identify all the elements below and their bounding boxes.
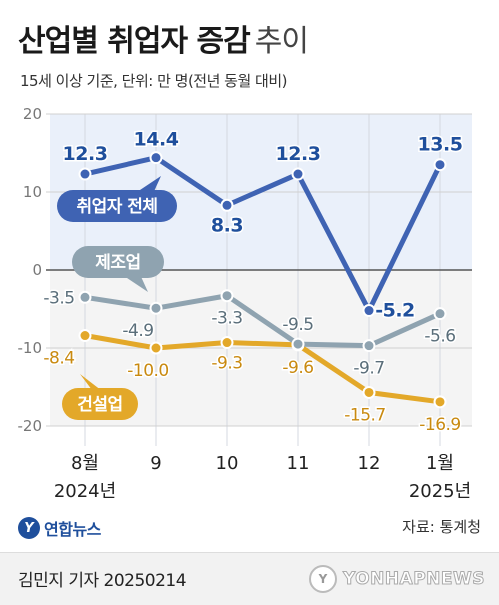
legend-box-manufacturing <box>72 246 164 278</box>
data-point-manufacturing <box>220 289 234 303</box>
x-year-label: 2025년 <box>409 481 471 502</box>
data-point-construction <box>78 329 92 343</box>
data-label-total: 13.5 <box>418 134 463 156</box>
source-note: 자료: 통계청 <box>402 518 481 536</box>
data-label-manufacturing: -3.3 <box>211 309 242 329</box>
watermark: Y YONHAPNEWS <box>308 565 485 593</box>
data-label-total: -5.2 <box>375 300 415 322</box>
logo-text: 연합뉴스 <box>44 520 101 539</box>
data-point-manufacturing <box>433 307 447 321</box>
y-tick-label: 20 <box>23 105 42 123</box>
legend-label-total: 취업자 전체 <box>76 196 157 217</box>
data-point-construction <box>149 341 163 355</box>
legend-label-construction: 건설업 <box>77 395 122 415</box>
legend-label-manufacturing: 제조업 <box>95 253 140 273</box>
y-tick-label: 0 <box>32 261 42 279</box>
data-label-manufacturing: -4.9 <box>122 321 153 341</box>
data-point-total <box>149 151 163 165</box>
x-tick-label: 8월 <box>71 453 99 474</box>
data-label-construction: -8.4 <box>43 349 74 369</box>
data-label-construction: -9.6 <box>282 358 313 378</box>
footer-bar <box>0 552 499 605</box>
series-line-construction <box>82 333 443 405</box>
data-label-total: 12.3 <box>276 143 321 165</box>
legend-pointer-total <box>137 176 161 198</box>
line-chart: 20 10 0 -10 -20 8월 2024년 9 10 11 12 1월 2025년 -8.4 -10.… <box>18 105 472 502</box>
data-label-construction: -15.7 <box>344 405 386 425</box>
data-point-construction <box>362 385 376 399</box>
legend-box-total <box>57 190 177 222</box>
data-point-total <box>78 167 92 181</box>
y-tick-label: -10 <box>18 339 43 357</box>
data-point-total <box>433 158 447 172</box>
watermark-icon: Y <box>308 565 337 593</box>
data-point-manufacturing <box>78 290 92 304</box>
data-label-total: 12.3 <box>63 143 108 165</box>
x-tick-label: 11 <box>287 453 310 474</box>
data-label-manufacturing: -3.5 <box>43 288 74 308</box>
x-tick-label: 10 <box>216 453 239 474</box>
x-tick-label: 9 <box>150 453 161 474</box>
x-year-label: 2024년 <box>54 481 116 502</box>
byline: 김민지 기자 20250214 <box>18 571 187 591</box>
title-suffix: 추이 <box>254 24 309 59</box>
data-point-manufacturing <box>362 339 376 353</box>
data-point-total <box>291 167 305 181</box>
legend-pointer-construction <box>80 374 106 394</box>
title-main: 산업별 취업자 증감 <box>18 24 251 59</box>
chart-subtitle: 15세 이상 기준, 단위: 만 명(전년 동월 대비) <box>20 72 288 90</box>
x-tick-label: 1월 <box>426 453 454 474</box>
y-tick-label: 10 <box>23 183 42 201</box>
data-label-construction: -10.0 <box>127 361 169 381</box>
x-tick-label: 12 <box>358 453 381 474</box>
chart-title: 산업별 취업자 증감 추이 <box>18 16 309 60</box>
data-point-construction <box>433 395 447 409</box>
data-label-manufacturing: -9.7 <box>353 359 384 379</box>
data-label-construction: -9.3 <box>211 354 242 374</box>
data-label-total: 14.4 <box>134 129 179 151</box>
series-line-manufacturing <box>82 293 443 349</box>
data-point-total <box>362 304 376 318</box>
legend-pointer-manufacturing <box>124 270 148 292</box>
yonhap-logo: Y 연합뉴스 <box>18 516 101 540</box>
y-tick-label: -20 <box>18 417 43 435</box>
series-line-total <box>82 155 443 314</box>
data-point-construction <box>220 336 234 350</box>
yonhap-logo-icon: Y <box>18 517 40 539</box>
data-label-construction: -16.9 <box>419 415 461 435</box>
data-label-total: 8.3 <box>211 214 243 236</box>
data-label-manufacturing: -5.6 <box>424 327 455 347</box>
watermark-text: YONHAPNEWS <box>342 569 485 590</box>
data-label-manufacturing: -9.5 <box>282 315 313 335</box>
data-point-total <box>220 198 234 212</box>
legend-box-construction <box>62 388 138 420</box>
data-point-manufacturing <box>149 301 163 315</box>
data-point-manufacturing <box>291 337 305 351</box>
